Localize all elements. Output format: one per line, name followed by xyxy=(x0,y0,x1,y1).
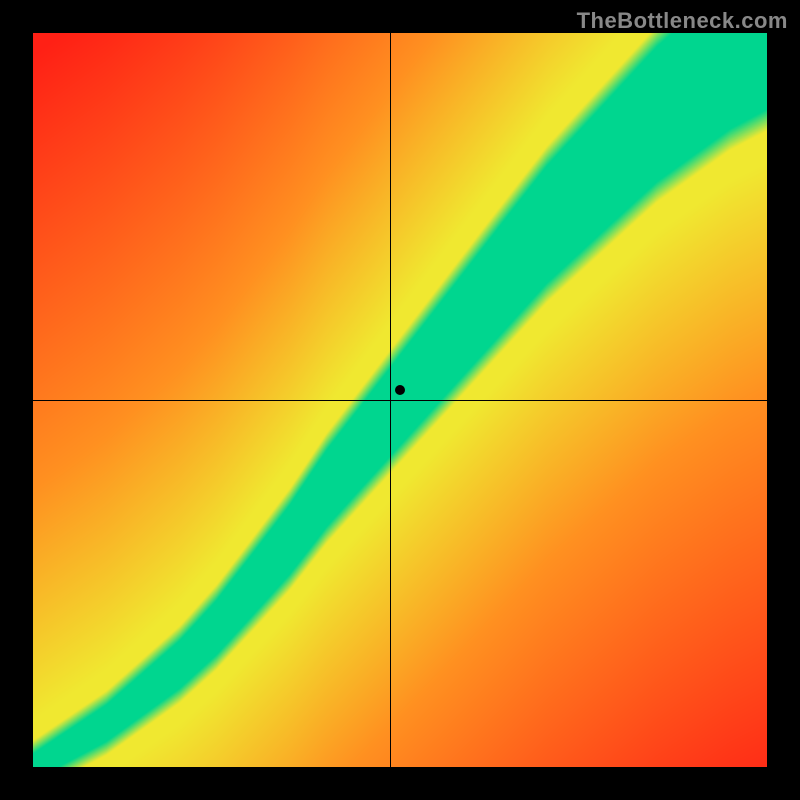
heatmap-chart xyxy=(33,33,767,767)
crosshair-vertical xyxy=(390,33,391,767)
crosshair-horizontal xyxy=(33,400,767,401)
watermark-text: TheBottleneck.com xyxy=(577,8,788,34)
marker-dot xyxy=(395,385,405,395)
